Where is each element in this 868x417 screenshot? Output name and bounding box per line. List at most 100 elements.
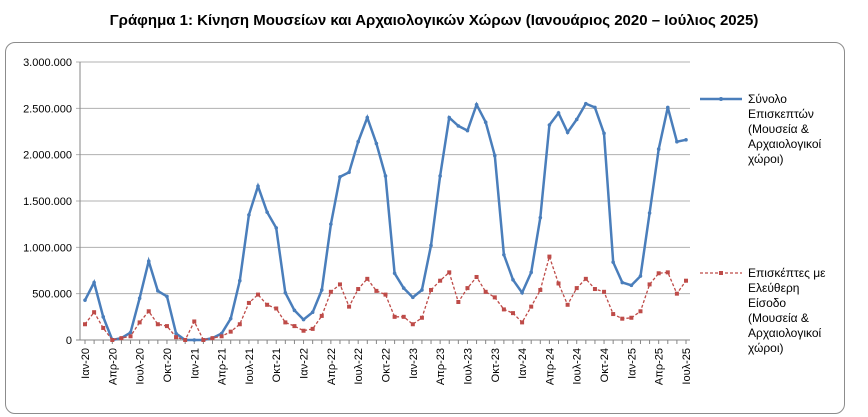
legend-text: Επισκέπτες με [748,266,826,280]
data-point [593,105,597,110]
x-tick-label: Οκτ-20 [162,348,174,382]
y-tick-label: 500.000 [32,289,72,301]
y-tick-label: 3.000.000 [23,57,72,69]
data-point [520,290,524,295]
data-point [465,286,470,291]
data-point [383,292,388,297]
data-point [164,324,169,329]
data-point [319,313,324,318]
data-point [401,286,406,290]
data-point [165,294,169,299]
data-point [647,282,652,287]
data-point [174,331,178,336]
data-point [192,338,197,342]
data-point [292,324,297,329]
chart-frame [5,42,845,414]
y-tick-label: 2.500.000 [23,103,72,115]
legend-text: (Μουσεία & [748,122,809,136]
data-point [656,271,661,276]
data-point [319,288,324,292]
data-point [447,270,452,275]
data-point [547,254,552,259]
legend-text: Σύνολο [748,92,787,106]
x-tick-label: Ιαν-24 [517,348,529,379]
data-point [647,211,652,215]
data-point [592,287,597,292]
data-point [629,315,634,320]
data-point [174,335,179,340]
data-point [556,111,561,115]
data-point [429,243,433,248]
x-tick-label: Απρ-21 [217,348,229,385]
data-point [538,287,543,292]
data-point [620,316,625,321]
x-tick-label: Οκτ-23 [490,348,502,382]
data-point [583,276,588,281]
data-point [192,319,197,324]
x-tick-label: Ιαν-25 [626,348,638,379]
data-point [611,260,615,264]
legend-text: Αρχαιολογικοί [748,137,822,151]
data-point [565,130,570,135]
x-tick-label: Ιουλ-22 [353,348,365,385]
y-tick-label: 1.000.000 [23,242,72,254]
data-point [329,222,333,226]
data-point [465,128,470,133]
data-point [474,102,479,107]
chart-title: Γράφημα 1: Κίνηση Μουσείων και Αρχαιολογ… [109,12,759,29]
data-point [501,307,506,312]
data-point [356,287,361,292]
x-tick-label: Ιαν-23 [408,348,420,379]
x-tick-label: Ιαν-20 [80,348,92,379]
x-tick-label: Απρ-25 [654,348,666,385]
data-point [483,289,488,294]
x-tick-label: Οκτ-21 [271,348,283,382]
data-point [146,259,151,264]
data-point [328,289,333,294]
data-point [483,120,488,125]
data-point [684,138,688,142]
x-tick-label: Απρ-20 [107,348,119,385]
data-point [520,320,525,325]
data-point [256,184,260,188]
data-point [574,117,579,122]
legend-text: Επισκεπτών [748,107,814,121]
x-tick-label: Απρ-24 [544,348,556,385]
data-point [146,309,151,314]
x-tick-label: Ιουλ-20 [135,348,147,385]
data-point [392,271,397,276]
y-tick-label: 2.000.000 [23,150,72,162]
data-point [265,210,269,214]
data-point [210,336,215,341]
data-point [620,280,625,285]
data-point [274,306,279,311]
legend-marker-total-point [719,97,723,101]
legend-free: Επισκέπτες με Ελεύθερη Είσοδο (Μουσεία &… [748,266,825,356]
data-point [301,317,306,322]
x-tick-label: Οκτ-24 [599,348,611,382]
data-point [684,278,688,283]
data-point [337,282,342,287]
data-point [602,289,607,294]
x-tick-label: Ιουλ-23 [462,348,474,385]
data-point [137,296,142,301]
data-point [92,280,96,285]
data-point [119,336,124,341]
data-point [374,141,379,146]
data-point [183,338,188,342]
data-point [410,322,415,327]
data-point [101,325,106,330]
data-point [492,295,497,300]
data-point [237,322,242,327]
data-point [438,174,442,178]
data-point [547,123,552,127]
data-point [156,289,160,293]
data-point [228,329,233,334]
data-point [602,131,606,136]
data-point [283,320,288,325]
legend-text: Είσοδο [748,296,787,310]
data-point [420,288,424,292]
legend-total: Σύνολο Επισκεπτών (Μουσεία & Αρχαιολογικ… [748,92,821,167]
data-point [310,310,315,315]
